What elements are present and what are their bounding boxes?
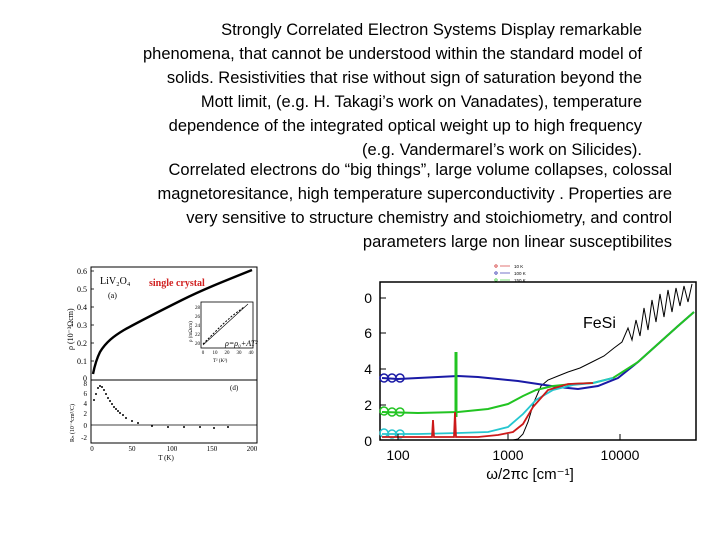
- inset-y-tick: 24: [195, 324, 201, 329]
- y-tick-label: 8: [84, 380, 88, 388]
- inset-x-label: T² (K²): [213, 358, 228, 364]
- inset-x-tick: 20: [225, 351, 231, 356]
- inset-curve: [202, 306, 245, 345]
- y-tick-label: 0: [84, 422, 88, 430]
- y-tick-label: 6: [84, 390, 88, 398]
- blue-markers: [379, 373, 405, 383]
- inset-y-tick: 22: [195, 333, 201, 338]
- y-tick-label: 0.2: [77, 339, 87, 348]
- paragraph-1: Strongly Correlated Electron Systems Dis…: [80, 18, 642, 162]
- paragraph-2-line: very sensitive to structure chemistry an…: [186, 209, 672, 227]
- panel-d-label: (d): [230, 384, 239, 392]
- red-curve: [382, 382, 594, 438]
- paragraph-2-line: Correlated electrons do “big things”, la…: [168, 161, 673, 179]
- x-ticks: 100 1000 10000: [386, 447, 639, 463]
- paragraph-1-line: phenomena, that cannot be understood wit…: [142, 45, 642, 63]
- x-tick-label: 100: [386, 447, 410, 463]
- y-tick-label: 0.5: [77, 285, 87, 294]
- crystal-label: single crystal: [149, 278, 205, 289]
- inset-x-ticks: 0 10 20 30 40: [202, 351, 254, 356]
- x-tick-label: 100: [167, 445, 178, 453]
- material-label: FeSi: [583, 315, 616, 332]
- y-tick-label: 0.4: [77, 303, 87, 312]
- inset-y-tick: 26: [195, 315, 201, 320]
- x-tick-label: 10000: [601, 447, 640, 463]
- liv2o4-figure: 0.6 0.5 0.4 0.3 0.2 0.1 0 ρ (10⁻³Ωcm) Li…: [66, 266, 258, 462]
- fit-formula: ρ=ρ₀+AT²: [224, 339, 258, 348]
- resistivity-y-ticks: 0.6 0.5 0.4 0.3 0.2 0.1 0: [77, 267, 87, 383]
- fesi-figure: 10 K 100 K 150 K 0 6 4 2 0 FeSi: [364, 264, 697, 483]
- resistivity-curve: [91, 268, 253, 375]
- x-axis-label: ω/2πc [cm⁻¹]: [486, 466, 573, 483]
- inset-x-tick: 30: [237, 351, 243, 356]
- hall-y-label: Rₕ (10⁻⁴cm³/C): [69, 404, 76, 442]
- y-tick-label: 0: [364, 290, 372, 306]
- inset-y-ticks: 28 26 24 22 20: [195, 306, 201, 347]
- compound-label: LiV₂O₄: [100, 276, 131, 287]
- green-curve: [381, 311, 695, 415]
- paragraph-1-line: dependence of the integrated optical wei…: [168, 117, 642, 135]
- panel-a-label: (a): [108, 291, 117, 300]
- x-tick-label: 150: [207, 445, 218, 453]
- inset-y-tick: 20: [195, 342, 201, 347]
- green-markers: [379, 406, 405, 417]
- inset-x-tick: 10: [213, 351, 219, 356]
- inset-frame: [200, 301, 254, 349]
- paragraph-2-line: magnetoresitance, high temperature super…: [157, 185, 672, 203]
- x-tick-label: 0: [90, 445, 94, 453]
- y-tick-label: 0: [83, 374, 87, 383]
- y-tick-label: 0.1: [77, 357, 87, 366]
- paragraph-1-line: (e.g. Vandermarel’s work on Silicides).: [361, 141, 642, 159]
- y-ticks: 0 6 4 2 0: [364, 290, 372, 449]
- hall-data-points: [93, 385, 229, 429]
- y-tick-label: -2: [81, 434, 87, 442]
- inset-y-tick: 28: [195, 306, 201, 311]
- legend-entry: 100 K: [514, 271, 526, 276]
- plot-frame: [379, 281, 697, 441]
- legend-entry: 10 K: [514, 264, 523, 269]
- y-tick-label: 0.3: [77, 321, 87, 330]
- x-tick-label: 200: [247, 445, 258, 453]
- inset-y-label: ρ (mΩcm): [189, 321, 194, 342]
- x-axis-label: T (K): [158, 454, 174, 462]
- legend-entry: 150 K: [514, 278, 526, 283]
- x-ticks: 0 50 100 150 200: [90, 445, 258, 453]
- hall-panel-frame: [90, 379, 258, 444]
- y-tick-label: 4: [364, 361, 372, 377]
- inset-x-tick: 0: [202, 351, 205, 356]
- legend: 10 K 100 K 150 K: [494, 264, 526, 283]
- paragraph-1-line: solids. Resistivities that rise without …: [166, 69, 642, 87]
- hall-y-ticks: 8 6 4 2 0 -2: [81, 380, 87, 442]
- resistivity-y-label: ρ (10⁻³Ωcm): [66, 308, 75, 350]
- paragraph-1-line: Mott limit, (e.g. H. Takagi’s work on Va…: [200, 93, 642, 111]
- y-tick-label: 6: [364, 325, 372, 341]
- y-tick-label: 0: [364, 433, 372, 449]
- y-tick-label: 2: [84, 410, 88, 418]
- x-tick-label: 1000: [492, 447, 523, 463]
- paragraph-1-line: Strongly Correlated Electron Systems Dis…: [221, 21, 642, 39]
- y-tick-label: 0.6: [77, 267, 87, 276]
- paragraph-2: Correlated electrons do “big things”, la…: [80, 158, 672, 254]
- black-curve: [512, 283, 693, 441]
- inset-x-tick: 40: [249, 351, 255, 356]
- y-tick-label: 4: [84, 400, 88, 408]
- paragraph-2-line: parameters large non linear susceptibili…: [362, 233, 672, 251]
- x-tick-label: 50: [129, 445, 137, 453]
- y-tick-label: 2: [364, 397, 372, 413]
